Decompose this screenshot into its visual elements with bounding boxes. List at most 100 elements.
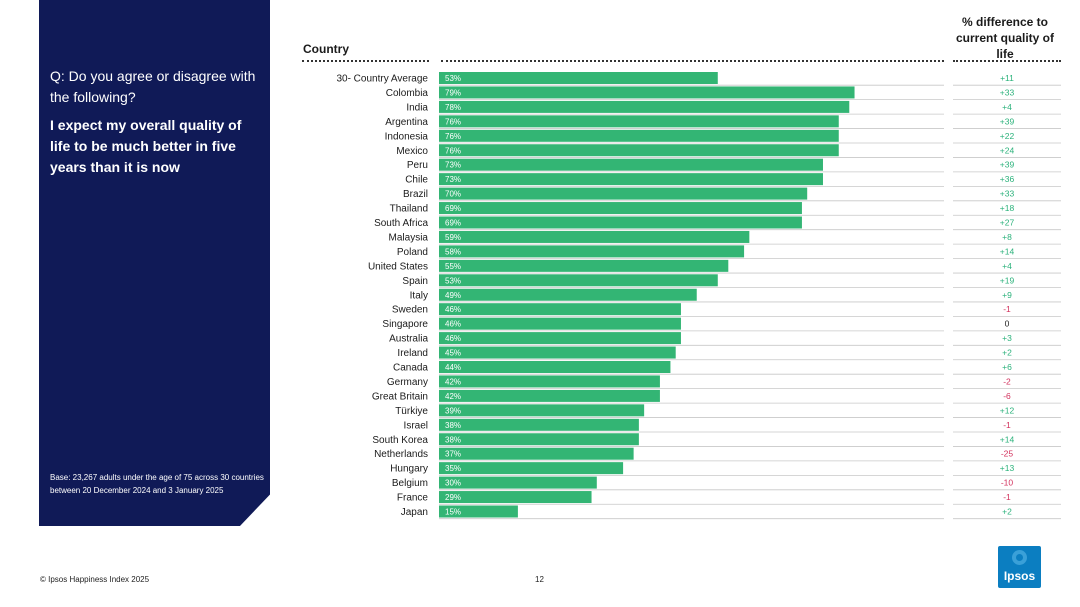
bar-value-label: 73%	[445, 175, 461, 184]
difference-value: -1	[1003, 492, 1011, 502]
difference-value: +24	[1000, 145, 1015, 155]
difference-value: +3	[1002, 333, 1012, 343]
difference-value: +39	[1000, 160, 1015, 170]
bar-value-label: 44%	[445, 363, 461, 372]
country-label: Spain	[402, 276, 428, 287]
bar	[439, 187, 808, 200]
bar-value-label: 49%	[445, 291, 461, 300]
bar	[439, 173, 823, 186]
bar-value-label: 30%	[445, 479, 461, 488]
bar-value-label: 45%	[445, 349, 461, 358]
country-label: Poland	[397, 247, 428, 258]
bar	[439, 418, 639, 431]
country-label: Hungary	[390, 464, 428, 475]
country-label: South Africa	[374, 218, 428, 229]
bar	[439, 476, 597, 489]
difference-value: +2	[1002, 348, 1012, 358]
country-label: Peru	[407, 160, 428, 171]
country-header-divider	[302, 60, 429, 62]
country-label: Great Britain	[372, 391, 428, 402]
country-label: United States	[368, 261, 428, 272]
difference-value: +19	[1000, 275, 1015, 285]
bar-value-label: 69%	[445, 219, 461, 228]
bar	[439, 202, 802, 215]
difference-value: +12	[1000, 405, 1015, 415]
difference-value: +27	[1000, 218, 1015, 228]
country-label: 30- Country Average	[336, 74, 428, 85]
bar	[439, 404, 645, 417]
country-label: Belgium	[392, 478, 428, 489]
difference-value: +36	[1000, 174, 1015, 184]
bar	[439, 361, 671, 373]
difference-header-divider	[953, 60, 1061, 62]
bar-value-label: 55%	[445, 262, 461, 271]
bar-value-label: 69%	[445, 204, 461, 213]
difference-value: +11	[1000, 73, 1014, 83]
bar-value-label: 59%	[445, 233, 461, 242]
bar-value-label: 39%	[445, 406, 461, 415]
country-label: Ireland	[397, 348, 428, 359]
difference-value: -6	[1003, 391, 1011, 401]
country-label: Germany	[387, 377, 428, 388]
difference-column-header: % difference to current quality of life	[955, 15, 1054, 61]
bar	[439, 86, 855, 99]
bar	[439, 274, 718, 287]
bar-header-divider	[441, 60, 944, 62]
source-footer: © Ipsos Happiness Index 2025	[40, 575, 150, 584]
bar-value-label: 37%	[445, 450, 461, 459]
question-text: Q: Do you agree or disagree with the fol…	[50, 68, 256, 105]
difference-value: +14	[1000, 434, 1015, 444]
bar-value-label: 73%	[445, 161, 461, 170]
bar	[439, 447, 634, 460]
difference-value: +4	[1002, 261, 1012, 271]
bar-value-label: 38%	[445, 421, 461, 430]
bar	[439, 216, 802, 229]
ipsos-logo-mark-inner	[1016, 554, 1023, 561]
country-column-header: Country	[303, 42, 349, 56]
bar	[439, 158, 823, 171]
bar	[439, 100, 850, 113]
country-label: Thailand	[390, 204, 428, 215]
country-label: Colombia	[386, 88, 429, 99]
difference-value: +9	[1002, 290, 1012, 300]
country-label: Brazil	[403, 189, 428, 200]
bar	[439, 288, 697, 301]
bar-value-label: 46%	[445, 334, 461, 343]
bar-value-label: 42%	[445, 377, 461, 386]
difference-value: -2	[1003, 376, 1011, 386]
bar	[439, 317, 681, 330]
country-label: Mexico	[396, 146, 428, 157]
base-note: Base: 23,267 adults under the age of 75 …	[50, 473, 264, 495]
bar	[439, 129, 839, 142]
bar	[439, 433, 639, 446]
difference-value: -25	[1001, 449, 1014, 459]
bar	[439, 230, 750, 243]
page-number: 12	[535, 575, 544, 584]
difference-value: +18	[1000, 203, 1015, 213]
difference-value: +22	[1000, 131, 1015, 141]
country-label: Türkiye	[395, 406, 428, 417]
country-label: South Korea	[372, 435, 428, 446]
bar-value-label: 76%	[445, 146, 461, 155]
bar-value-label: 53%	[445, 74, 461, 83]
country-label: Sweden	[392, 305, 428, 316]
bar	[439, 245, 745, 258]
bar-value-label: 29%	[445, 493, 461, 502]
difference-value: 0	[1005, 319, 1010, 329]
ipsos-logo-text: Ipsos	[1003, 569, 1036, 583]
bar-value-label: 15%	[445, 508, 461, 517]
question-panel	[39, 0, 270, 526]
bar	[439, 462, 624, 475]
difference-value: +33	[1000, 189, 1015, 199]
difference-value: -10	[1001, 478, 1014, 488]
bar	[439, 346, 676, 359]
bar-value-label: 38%	[445, 435, 461, 444]
country-label: India	[406, 102, 428, 113]
difference-value: -1	[1003, 420, 1011, 430]
difference-value: +6	[1002, 362, 1012, 372]
country-label: Australia	[389, 334, 428, 345]
bar	[439, 115, 839, 128]
country-label: Netherlands	[374, 449, 428, 460]
bar	[439, 375, 660, 388]
bar	[439, 303, 681, 316]
